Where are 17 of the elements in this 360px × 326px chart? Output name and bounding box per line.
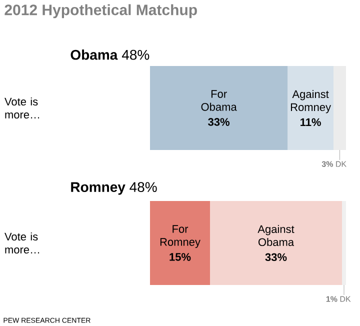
series-label: DK [340, 296, 351, 302]
series-label: Against Obama [258, 224, 294, 246]
chart-title: 2012 Hypothetical Matchup [4, 4, 197, 18]
series-label: For Romney [160, 225, 200, 248]
y-tick-label: Vote is more… [4, 232, 40, 254]
y-tick-label: Vote is more… [4, 97, 40, 119]
series-label: For Obama [201, 90, 237, 111]
data-label: 33% [265, 253, 287, 262]
series-label: Against Romney [290, 90, 332, 114]
data-label: 11% [300, 118, 321, 126]
chart-subtitle: Obama 48% [70, 50, 150, 60]
data-label: 15% [170, 253, 191, 261]
data-label: 3% [322, 161, 334, 167]
data-label: 33% [208, 118, 230, 126]
chart-title: Romney 48% [71, 182, 157, 195]
data-label: 1% [326, 296, 338, 302]
series-label: DK [336, 161, 346, 167]
